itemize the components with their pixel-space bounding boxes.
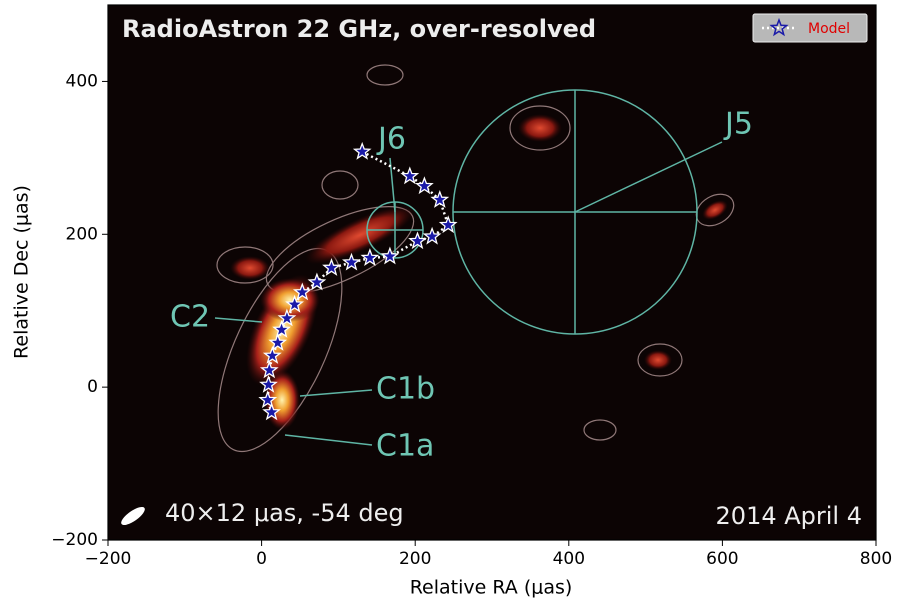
x-tick-label: 200: [399, 549, 431, 569]
model-point: [292, 282, 312, 301]
model-point: [342, 252, 361, 271]
legend-label: Model: [808, 21, 850, 37]
model-point: [322, 258, 341, 276]
y-tick-label: 400: [66, 71, 98, 91]
plot-frame: [107, 4, 877, 541]
model-point: [285, 294, 304, 313]
model-point: [262, 402, 281, 421]
model-point: [259, 360, 279, 379]
model-point: [259, 375, 278, 393]
y-axis-label: Relative Dec (μas): [11, 185, 33, 359]
y-tick-label: 0: [87, 377, 98, 397]
annotation: C2: [170, 300, 210, 335]
legend-marker: [769, 17, 789, 37]
model-point: [422, 226, 442, 245]
chart-title: RadioAstron 22 GHz, over-resolved: [122, 15, 596, 43]
x-tick-label: 400: [553, 549, 585, 569]
model-point: [415, 176, 434, 195]
annotation: 40×12 μas, -54 deg: [165, 499, 404, 527]
model-point: [352, 141, 372, 160]
annotation: J5: [723, 107, 753, 142]
x-tick-label: 800: [860, 549, 892, 569]
annotation: 2014 April 4: [716, 502, 862, 530]
model-point: [307, 272, 327, 291]
x-tick-label: −200: [85, 549, 132, 569]
model-point: [408, 231, 427, 250]
model-line: [266, 150, 450, 413]
model-point: [438, 215, 458, 234]
model-point: [262, 345, 282, 364]
annotation: C1b: [376, 372, 435, 407]
model-point: [258, 390, 278, 409]
plot-background: [108, 5, 876, 540]
model-point: [430, 190, 450, 208]
annotation: C1a: [376, 429, 434, 464]
model-point: [380, 246, 400, 265]
annotation: J6: [376, 122, 406, 157]
x-tick-label: 0: [256, 549, 267, 569]
y-tick-label: −200: [51, 530, 98, 550]
model-point: [277, 308, 297, 327]
model-point: [272, 319, 291, 338]
y-tick-label: 200: [66, 224, 98, 244]
legend: Model: [752, 13, 868, 43]
x-tick-label: 600: [706, 549, 738, 569]
model-point: [400, 166, 420, 185]
model-point: [360, 248, 380, 267]
model-point: [268, 332, 288, 351]
x-axis-label: Relative RA (μas): [410, 577, 573, 599]
